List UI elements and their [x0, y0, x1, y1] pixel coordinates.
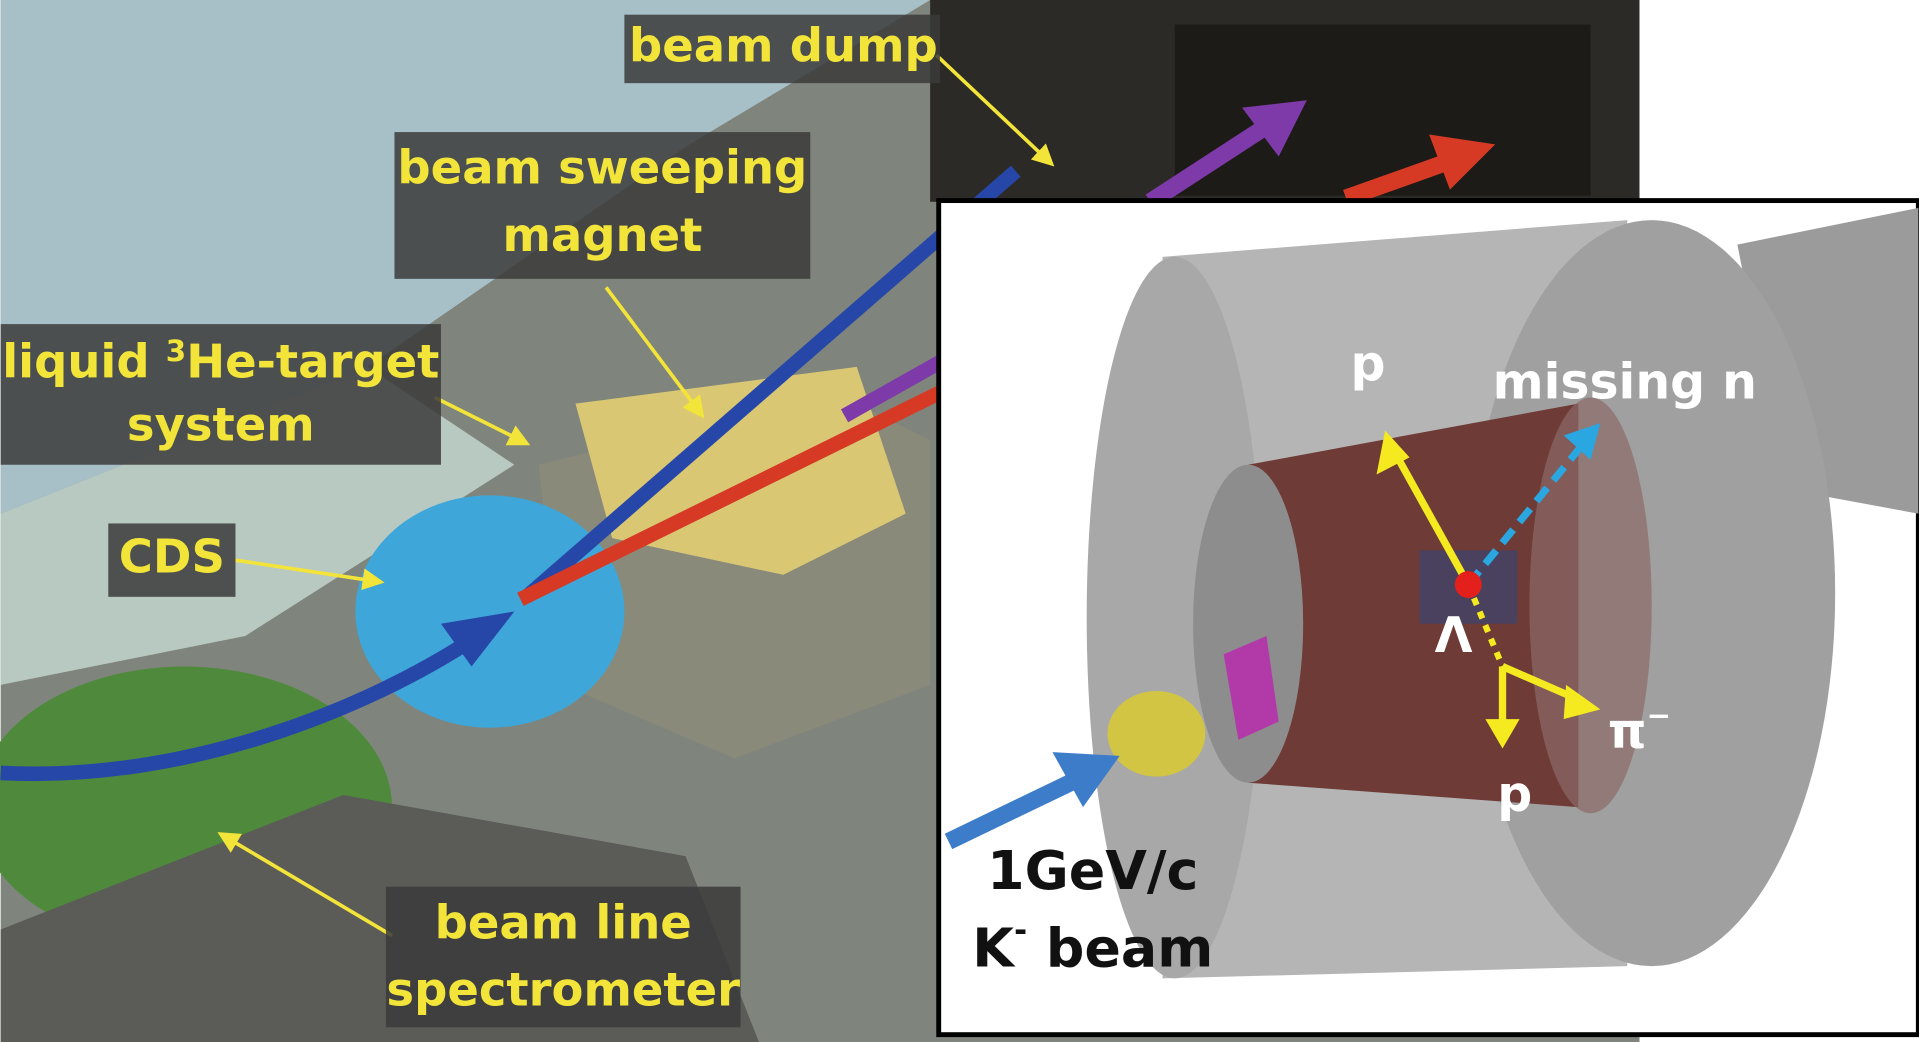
label: system [127, 398, 315, 452]
superscript: - [1014, 912, 1027, 949]
label: beam dump [629, 18, 938, 72]
label: CDS [119, 530, 225, 584]
label-part: He-target [186, 334, 439, 388]
label: magnet [502, 208, 702, 262]
label: beam sweeping [397, 141, 807, 195]
particle-label: missing n [1493, 354, 1757, 411]
particle-label: p [1350, 335, 1385, 392]
particle-label: p [1497, 766, 1532, 823]
label: beam line [435, 895, 692, 949]
vertex [1455, 571, 1482, 598]
label-part: liquid [2, 334, 166, 388]
cds-magnet [355, 495, 624, 727]
label-part: π [1608, 702, 1647, 759]
superscript: 3 [166, 334, 186, 368]
label: spectrometer [386, 963, 740, 1017]
beam-label: K- beam [972, 912, 1213, 979]
particle-label: Λ [1435, 607, 1473, 664]
figure: beam dump beam sweeping magnet liquid 3H… [0, 0, 1919, 1042]
label-part: K [972, 916, 1016, 979]
detector-frame [1175, 24, 1591, 195]
page: {"photo_labels": { "beam_dump": "beam du… [0, 0, 1919, 1042]
superscript: − [1647, 698, 1672, 732]
label: liquid 3He-target [2, 334, 439, 388]
beam-label: 1GeV/c [987, 839, 1198, 902]
beam-bunch [1107, 691, 1205, 777]
label-part: beam [1027, 916, 1213, 979]
